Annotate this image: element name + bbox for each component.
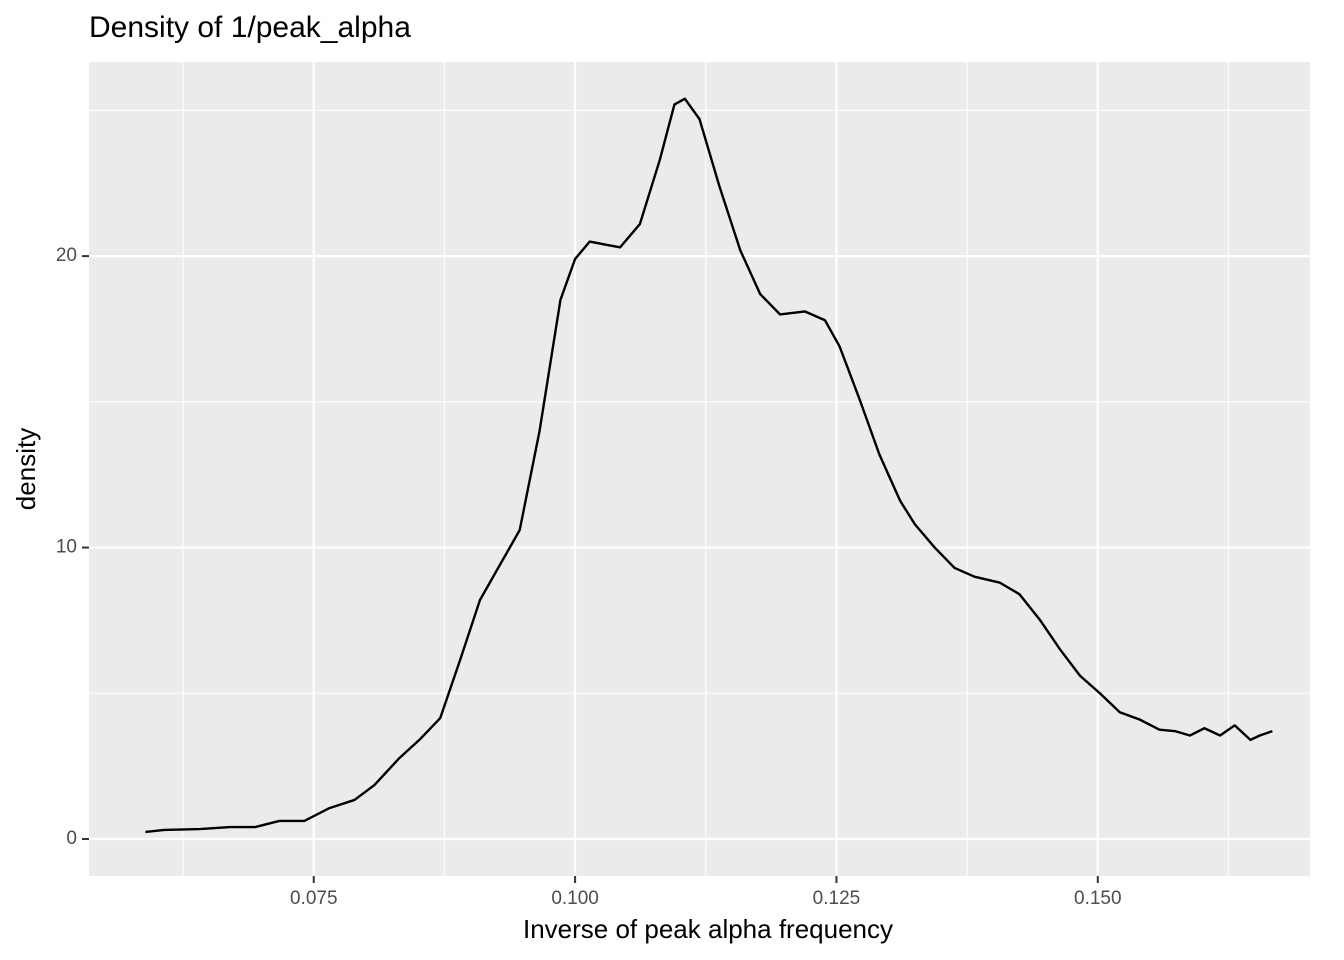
x-tick-label: 0.100 <box>551 888 599 909</box>
x-tick-label: 0.125 <box>813 888 861 909</box>
x-tick-label: 0.075 <box>290 888 338 909</box>
chart-title: Density of 1/peak_alpha <box>89 11 411 44</box>
y-tick-label: 10 <box>56 537 77 558</box>
x-tick-label: 0.150 <box>1074 888 1122 909</box>
x-axis-label: Inverse of peak alpha frequency <box>523 914 893 944</box>
y-tick-label: 0 <box>66 828 77 849</box>
y-tick-label: 20 <box>56 245 77 266</box>
y-axis-label: density <box>11 428 41 510</box>
density-line <box>145 97 1273 834</box>
panel <box>89 62 1310 876</box>
